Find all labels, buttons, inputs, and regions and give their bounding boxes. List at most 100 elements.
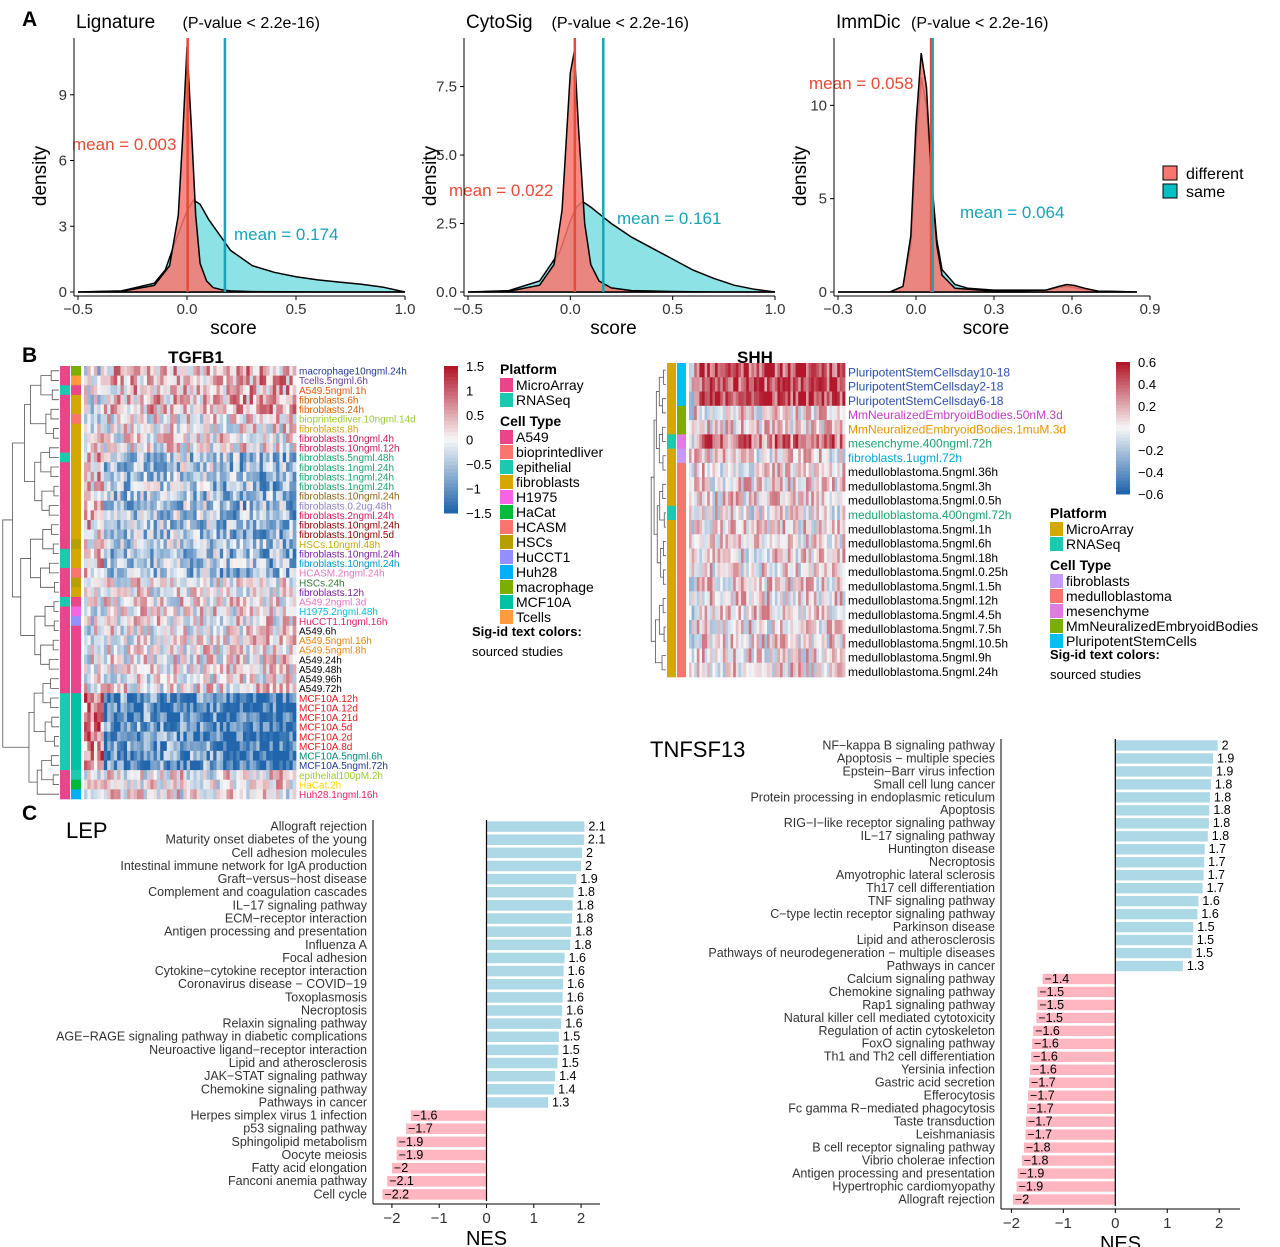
color-scale-step <box>444 494 458 499</box>
heatmap-cell <box>170 616 174 627</box>
heatmap-cell <box>699 448 703 464</box>
heatmap-cell <box>170 770 174 781</box>
y-axis-title: density <box>790 145 811 206</box>
heatmap-cell <box>754 391 757 407</box>
nes-bar <box>486 939 571 951</box>
dendrogram-branch <box>658 376 664 407</box>
heatmap-cell <box>130 491 135 502</box>
heatmap-cell <box>707 534 711 549</box>
heatmap-cell <box>246 635 251 646</box>
heatmap-cell <box>746 391 750 407</box>
heatmap-cell <box>289 587 294 598</box>
dendrogram-branch <box>51 524 59 535</box>
heatmap-cell <box>782 534 786 549</box>
heatmap-cell <box>689 405 692 421</box>
heatmap-cell <box>150 375 154 386</box>
heatmap-cell <box>829 605 833 621</box>
heatmap-cell <box>97 596 101 607</box>
heatmap-cell <box>800 520 804 535</box>
heatmap-cell <box>798 448 802 464</box>
heatmap-cell <box>103 731 108 742</box>
heatmap-cell <box>767 534 770 549</box>
heatmap-cell <box>813 520 817 535</box>
heatmap-cell <box>735 377 739 392</box>
heatmap-cell <box>694 662 698 678</box>
heatmap-cell <box>249 471 254 482</box>
dendrogram-branch <box>51 389 59 401</box>
heatmap-cell <box>712 434 716 449</box>
heatmap-cell <box>774 562 778 578</box>
heatmap-cell <box>163 568 168 578</box>
heatmap-cell <box>243 423 247 434</box>
heatmap-cell <box>183 491 188 502</box>
heatmap-cell <box>153 529 158 540</box>
heatmap-cell <box>725 520 729 535</box>
heatmap-cell <box>769 520 773 535</box>
heatmap-cell <box>146 712 151 723</box>
heatmap-cell <box>803 534 807 549</box>
heatmap-cell <box>780 548 783 564</box>
nes-value-label: 1.5 <box>561 1056 578 1070</box>
heatmap-cell <box>289 722 294 732</box>
heatmap-cell <box>691 505 695 521</box>
heatmap-cell <box>219 606 224 617</box>
x-tick-label: 2 <box>577 1210 585 1227</box>
heatmap-cell <box>120 625 125 636</box>
bar-chart-title: TNFSF13 <box>650 737 745 762</box>
heatmap-cell <box>717 662 721 678</box>
heatmap-cell <box>170 741 174 752</box>
heatmap-cell <box>249 635 254 646</box>
celltype-strip-cell <box>677 491 686 507</box>
platform-strip-cell <box>60 664 70 675</box>
heatmap-cell <box>150 645 154 655</box>
heatmap-cell <box>203 404 207 415</box>
heatmap-cell <box>203 702 207 713</box>
heatmap-cell <box>790 591 794 606</box>
heatmap-cell <box>219 471 224 482</box>
heatmap-cell <box>837 634 841 649</box>
heatmap-cell <box>123 712 128 723</box>
heatmap-cell <box>780 605 783 621</box>
heatmap-cell <box>272 491 277 502</box>
heatmap-cell <box>259 645 264 655</box>
heatmap-cell <box>113 558 118 569</box>
heatmap-cell <box>761 491 765 507</box>
celltype-strip-cell <box>71 760 81 771</box>
heatmap-cell <box>103 616 108 627</box>
heatmap-cell <box>97 673 101 684</box>
heatmap-cell <box>117 366 121 376</box>
heatmap-cell <box>137 423 141 434</box>
heatmap-cell <box>110 664 115 675</box>
heatmap-cell <box>186 471 191 482</box>
heatmap-cell <box>103 423 108 434</box>
heatmap-cell <box>728 619 731 635</box>
heatmap-cell <box>140 423 145 434</box>
heatmap-cell <box>806 577 809 592</box>
heatmap-cell <box>819 448 822 464</box>
heatmap-cell <box>87 741 92 752</box>
heatmap-cell <box>170 375 174 386</box>
heatmap-cell <box>728 391 731 407</box>
heatmap-cell <box>180 625 184 636</box>
heatmap-cell <box>97 645 101 655</box>
heatmap-cell <box>746 548 750 564</box>
y-tick-label: 9 <box>59 87 67 104</box>
heatmap-cell <box>266 606 270 617</box>
heatmap-cell <box>824 377 828 392</box>
heatmap-cell <box>826 605 830 621</box>
heatmap-cell <box>276 635 280 646</box>
heatmap-cell <box>252 654 257 665</box>
heatmap-cell <box>748 477 752 492</box>
heatmap-cell <box>127 722 131 732</box>
heatmap-cell <box>720 619 724 635</box>
heatmap-cell <box>93 789 98 800</box>
heatmap-cell <box>146 558 151 569</box>
heatmap-cell <box>259 664 264 675</box>
pathway-label: B cell receptor signaling pathway <box>812 1141 995 1155</box>
heatmap-cell <box>127 731 131 742</box>
heatmap-row-label: MmNeuralizedEmbryoidBodies.1muM.3d <box>848 422 1066 436</box>
heatmap-cell <box>256 394 260 405</box>
heatmap-cell <box>153 683 158 694</box>
heatmap-cell <box>196 548 201 559</box>
heatmap-cell <box>746 405 750 421</box>
